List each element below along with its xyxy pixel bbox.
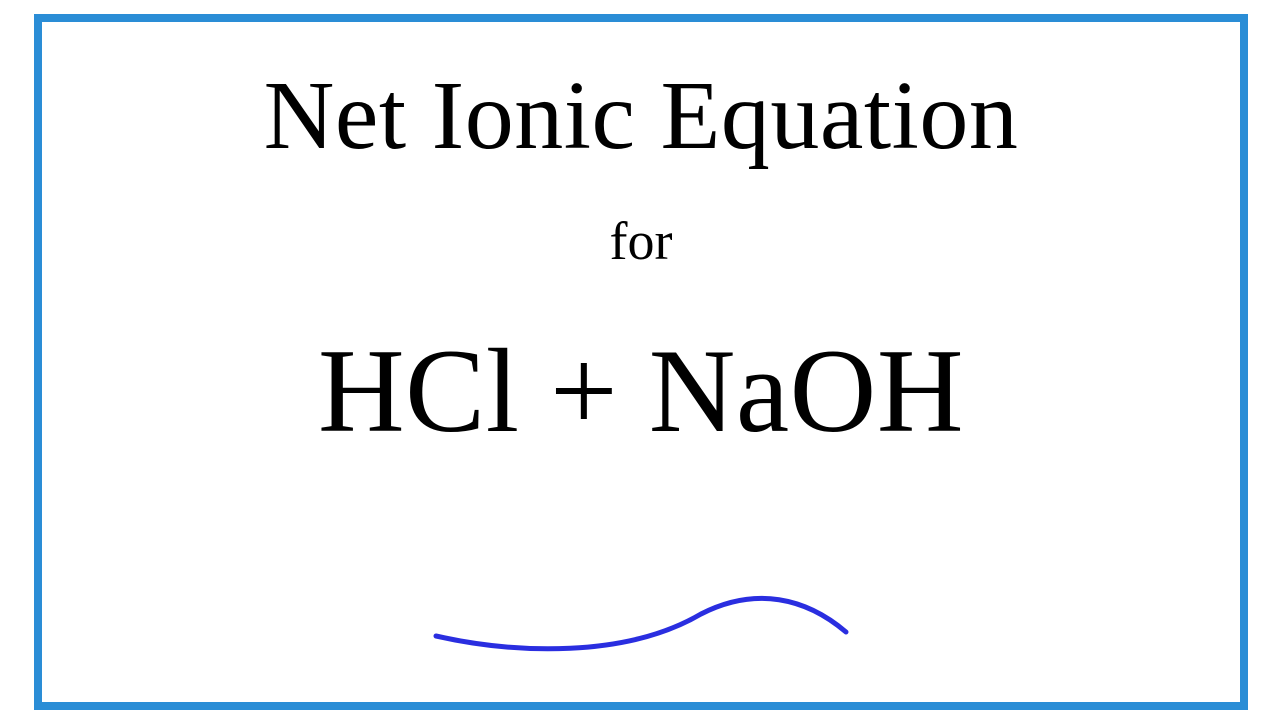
- squiggle-icon: [426, 586, 856, 656]
- slide-frame: Net Ionic Equation for HCl + NaOH: [34, 14, 1248, 710]
- chemical-formula: HCl + NaOH: [318, 322, 964, 460]
- slide-connector-text: for: [610, 210, 673, 272]
- slide-content: Net Ionic Equation for HCl + NaOH: [42, 22, 1240, 702]
- decorative-squiggle: [42, 586, 1240, 656]
- slide-title: Net Ionic Equation: [264, 60, 1019, 172]
